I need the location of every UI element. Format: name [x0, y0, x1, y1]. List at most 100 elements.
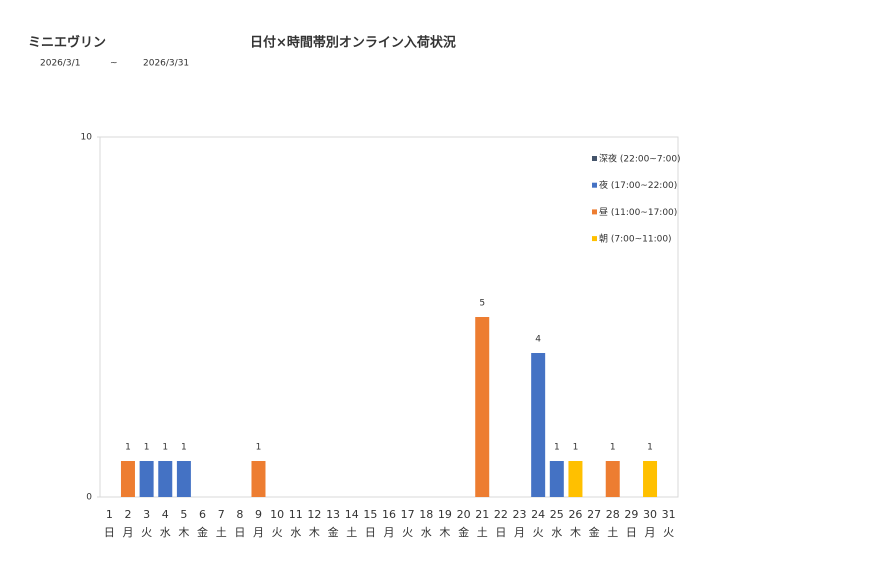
x-tick-label: 27	[587, 508, 601, 521]
legend-swatch	[592, 156, 597, 161]
x-weekday-label: 水	[421, 526, 432, 539]
x-weekday-label: 金	[328, 525, 339, 539]
y-tick-label: 0	[86, 493, 92, 503]
legend-label: 朝 (7:00~11:00)	[599, 234, 672, 245]
data-label: 5	[479, 299, 485, 309]
x-tick-label: 28	[606, 508, 620, 521]
x-tick-label: 25	[550, 508, 564, 521]
x-weekday-label: 土	[216, 526, 227, 539]
data-label: 1	[647, 443, 653, 453]
x-weekday-label: 金	[197, 525, 208, 539]
x-weekday-label: 金	[589, 525, 600, 539]
bar-segment	[158, 461, 173, 497]
x-weekday-label: 日	[365, 526, 376, 539]
x-weekday-label: 月	[253, 526, 264, 539]
chart-title: 日付×時間帯別オンライン入荷状況	[250, 35, 456, 51]
x-tick-label: 12	[307, 508, 321, 521]
x-tick-label: 18	[419, 508, 433, 521]
x-weekday-label: 火	[402, 526, 413, 539]
x-tick-label: 22	[494, 508, 508, 521]
x-tick-label: 24	[531, 508, 545, 521]
x-weekday-label: 火	[663, 526, 674, 539]
y-tick-label: 10	[81, 133, 93, 143]
x-weekday-label: 月	[645, 526, 656, 539]
bar-segment	[475, 317, 490, 497]
bar-segment	[568, 461, 583, 497]
data-label: 1	[144, 443, 150, 453]
x-weekday-label: 月	[514, 526, 525, 539]
x-tick-label: 4	[162, 508, 169, 521]
legend-label: 深夜 (22:00~7:00)	[599, 153, 681, 165]
legend-swatch	[592, 182, 597, 188]
x-weekday-label: 火	[533, 526, 544, 539]
x-weekday-label: 木	[309, 526, 320, 539]
x-weekday-label: 日	[104, 526, 115, 539]
bar-segment	[531, 353, 546, 497]
x-weekday-label: 土	[477, 526, 488, 539]
x-tick-label: 8	[236, 508, 243, 521]
x-weekday-label: 火	[272, 526, 283, 539]
data-label: 4	[535, 335, 541, 345]
date-sep: ~	[110, 59, 118, 69]
data-label: 1	[125, 443, 131, 453]
x-weekday-label: 月	[384, 526, 395, 539]
x-weekday-label: 水	[290, 526, 301, 539]
x-tick-label: 19	[438, 508, 452, 521]
x-tick-label: 13	[326, 508, 340, 521]
data-label: 1	[573, 443, 579, 453]
x-tick-label: 23	[513, 508, 527, 521]
legend-swatch	[592, 236, 597, 242]
bar-segment	[120, 461, 135, 497]
bar-segment	[251, 461, 266, 497]
x-tick-label: 14	[345, 508, 359, 521]
x-weekday-label: 月	[122, 526, 133, 539]
x-tick-label: 17	[401, 508, 415, 521]
x-weekday-label: 木	[570, 526, 581, 539]
x-tick-label: 11	[289, 508, 303, 521]
x-weekday-label: 金	[458, 525, 469, 539]
x-tick-label: 26	[568, 508, 582, 521]
x-tick-label: 30	[643, 508, 657, 521]
x-weekday-label: 土	[607, 526, 618, 539]
store-name: ミニエヴリン	[28, 35, 106, 51]
data-label: 1	[554, 443, 560, 453]
x-tick-label: 5	[180, 508, 187, 521]
x-weekday-label: 土	[346, 526, 357, 539]
data-label: 1	[162, 443, 168, 453]
x-tick-label: 20	[457, 508, 471, 521]
legend-label: 夜 (17:00~22:00)	[599, 179, 677, 191]
x-tick-label: 21	[475, 508, 489, 521]
x-weekday-label: 木	[178, 526, 189, 539]
data-label: 1	[181, 443, 187, 453]
x-weekday-label: 水	[551, 526, 562, 539]
bar-segment	[643, 461, 658, 497]
data-label: 1	[610, 443, 616, 453]
x-weekday-label: 火	[141, 526, 152, 539]
x-tick-label: 3	[143, 508, 150, 521]
legend-swatch	[592, 209, 597, 215]
bar-segment	[549, 461, 564, 497]
x-tick-label: 31	[662, 508, 676, 521]
x-tick-label: 10	[270, 508, 284, 521]
x-weekday-label: 水	[160, 526, 171, 539]
x-weekday-label: 日	[234, 526, 245, 539]
x-weekday-label: 木	[439, 526, 450, 539]
x-tick-label: 9	[255, 508, 262, 521]
x-tick-label: 2	[124, 508, 131, 521]
data-label: 1	[256, 443, 262, 453]
x-weekday-label: 日	[626, 526, 637, 539]
x-tick-label: 29	[624, 508, 638, 521]
x-tick-label: 7	[218, 508, 225, 521]
date-to: 2026/3/31	[143, 59, 189, 69]
x-tick-label: 1	[106, 508, 113, 521]
bar-segment	[605, 461, 620, 497]
x-tick-label: 15	[363, 508, 377, 521]
legend-label: 昼 (11:00~17:00)	[599, 207, 677, 218]
bar-segment	[176, 461, 191, 497]
bar-segment	[139, 461, 154, 497]
x-weekday-label: 日	[495, 526, 506, 539]
x-tick-label: 6	[199, 508, 206, 521]
date-from: 2026/3/1	[40, 59, 80, 69]
